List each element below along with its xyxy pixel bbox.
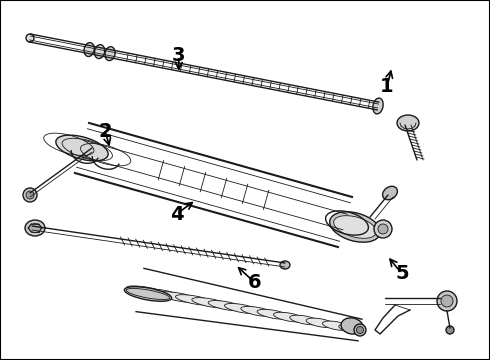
Ellipse shape bbox=[330, 212, 380, 242]
Ellipse shape bbox=[192, 298, 230, 308]
Ellipse shape bbox=[374, 220, 392, 238]
Circle shape bbox=[26, 34, 34, 42]
Ellipse shape bbox=[441, 295, 453, 307]
Ellipse shape bbox=[159, 292, 199, 302]
Ellipse shape bbox=[397, 115, 419, 131]
Ellipse shape bbox=[378, 224, 388, 234]
Ellipse shape bbox=[339, 324, 366, 333]
Ellipse shape bbox=[56, 135, 108, 161]
Ellipse shape bbox=[341, 318, 363, 334]
Text: 1: 1 bbox=[380, 77, 394, 96]
Ellipse shape bbox=[95, 45, 105, 59]
Ellipse shape bbox=[105, 47, 115, 60]
Ellipse shape bbox=[280, 261, 290, 269]
Ellipse shape bbox=[126, 286, 169, 297]
Ellipse shape bbox=[306, 318, 335, 328]
Ellipse shape bbox=[334, 216, 376, 238]
Ellipse shape bbox=[322, 321, 350, 330]
Ellipse shape bbox=[26, 191, 34, 199]
Text: 2: 2 bbox=[98, 122, 112, 141]
Ellipse shape bbox=[23, 188, 37, 202]
Text: 3: 3 bbox=[172, 46, 186, 65]
Text: 6: 6 bbox=[248, 273, 262, 292]
Ellipse shape bbox=[273, 312, 305, 322]
Ellipse shape bbox=[208, 301, 245, 311]
Ellipse shape bbox=[373, 98, 383, 114]
Ellipse shape bbox=[354, 324, 366, 336]
Ellipse shape bbox=[446, 326, 454, 334]
Text: 5: 5 bbox=[395, 264, 409, 283]
Ellipse shape bbox=[437, 291, 457, 311]
Ellipse shape bbox=[257, 309, 290, 319]
Ellipse shape bbox=[357, 327, 364, 333]
Ellipse shape bbox=[224, 303, 260, 314]
Ellipse shape bbox=[241, 306, 275, 316]
Ellipse shape bbox=[175, 295, 215, 305]
Ellipse shape bbox=[29, 224, 41, 233]
Ellipse shape bbox=[143, 289, 184, 300]
Ellipse shape bbox=[124, 287, 172, 301]
Text: 4: 4 bbox=[170, 205, 183, 224]
Ellipse shape bbox=[383, 186, 397, 200]
Ellipse shape bbox=[84, 42, 94, 57]
Ellipse shape bbox=[25, 220, 45, 236]
Ellipse shape bbox=[290, 315, 320, 325]
